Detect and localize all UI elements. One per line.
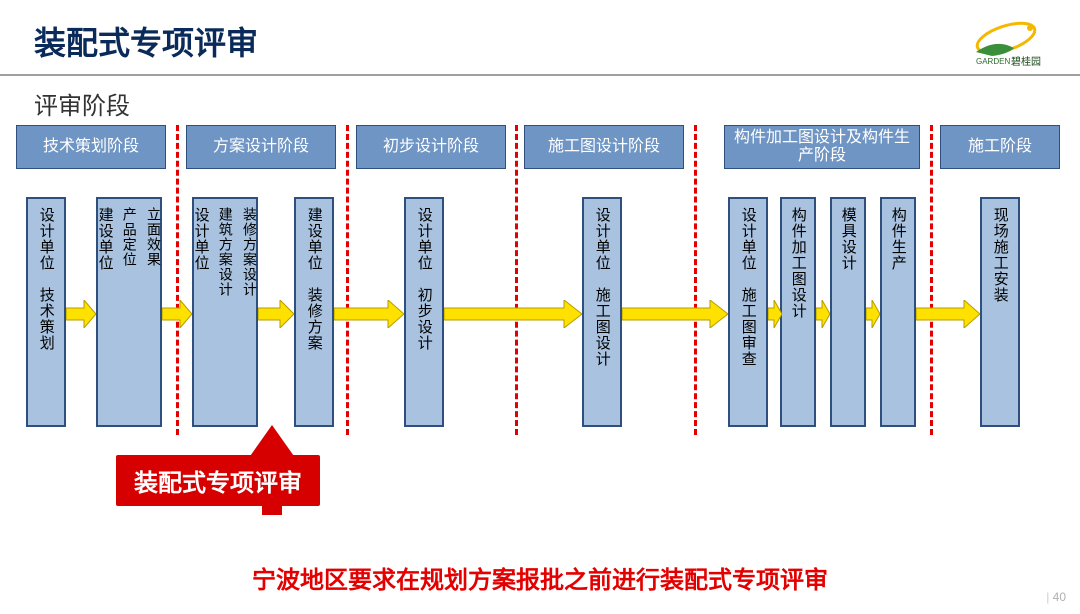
flow-arrow-icon xyxy=(916,300,980,328)
phase-header: 技术策划阶段 xyxy=(16,125,166,169)
flow-arrow-icon xyxy=(66,300,96,328)
phase-divider xyxy=(694,125,697,435)
process-box: 设计单位 施工图设计 xyxy=(582,197,622,427)
svg-text:GARDEN: GARDEN xyxy=(976,57,1010,66)
page-number: 40 xyxy=(1046,590,1066,604)
process-box: 构件加工图设计 xyxy=(780,197,816,427)
process-box: 现场施工安装 xyxy=(980,197,1020,427)
section-subtitle: 评审阶段 xyxy=(0,76,1080,125)
process-box: 建设单位 产品定位 立面效果 xyxy=(96,197,162,427)
slide-header: 装配式专项评审 GARDEN 碧桂园 xyxy=(0,0,1080,76)
flow-arrow-icon xyxy=(816,300,830,328)
phase-header: 初步设计阶段 xyxy=(356,125,506,169)
phase-divider xyxy=(346,125,349,435)
process-box: 构件生产 xyxy=(880,197,916,427)
flow-arrow-icon xyxy=(334,300,404,328)
process-box: 模具设计 xyxy=(830,197,866,427)
process-box: 设计单位 技术策划 xyxy=(26,197,66,427)
process-box: 设计单位 初步设计 xyxy=(404,197,444,427)
flow-arrow-icon xyxy=(866,300,880,328)
phase-divider xyxy=(515,125,518,435)
phase-header: 施工图设计阶段 xyxy=(524,125,684,169)
phase-divider xyxy=(176,125,179,435)
phase-header: 构件加工图设计及构件生产阶段 xyxy=(724,125,920,169)
process-box: 设计单位 建筑方案设计 装修方案设计 xyxy=(192,197,258,427)
slide-title: 装配式专项评审 xyxy=(34,18,258,64)
phase-header: 方案设计阶段 xyxy=(186,125,336,169)
callout-label: 装配式专项评审 xyxy=(116,455,320,506)
flow-arrow-icon xyxy=(162,300,192,328)
phase-divider xyxy=(930,125,933,435)
flow-arrow-icon xyxy=(622,300,728,328)
process-box: 建设单位 装修方案 xyxy=(294,197,334,427)
flow-arrow-icon xyxy=(768,300,782,328)
process-box: 设计单位 施工图审查 xyxy=(728,197,768,427)
svg-text:碧桂园: 碧桂园 xyxy=(1011,55,1041,68)
flow-arrow-icon xyxy=(444,300,582,328)
phase-header: 施工阶段 xyxy=(940,125,1060,169)
footer-note: 宁波地区要求在规划方案报批之前进行装配式专项评审 xyxy=(0,560,1080,595)
company-logo: GARDEN 碧桂园 xyxy=(956,18,1046,68)
process-diagram: 技术策划阶段 方案设计阶段 初步设计阶段 施工图设计阶段 构件加工图设计及构件生… xyxy=(0,125,1080,545)
flow-arrow-icon xyxy=(258,300,294,328)
